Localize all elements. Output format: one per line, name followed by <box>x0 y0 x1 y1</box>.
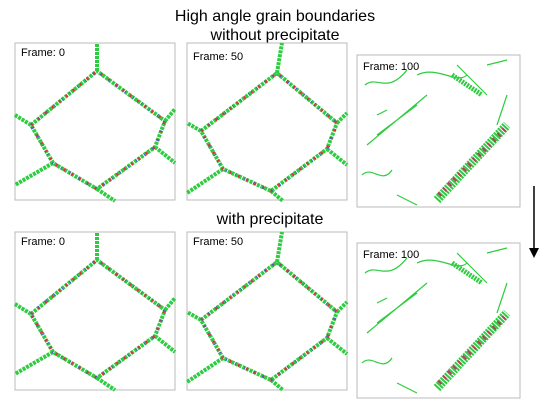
title-line: High angle grain boundaries <box>175 8 375 25</box>
frame-label: Frame: 50 <box>193 51 243 63</box>
frame-label: Frame: 100 <box>363 61 419 73</box>
panel: Frame: 50 <box>185 230 349 392</box>
panel: Frame: 100 <box>356 242 521 399</box>
panel: Frame: 100 <box>356 54 521 207</box>
arrow-head <box>529 248 539 258</box>
frame-label: Frame: 100 <box>363 249 419 261</box>
panel-frame <box>356 242 521 399</box>
frame-label: Frame: 0 <box>21 47 65 59</box>
frame-label: Frame: 50 <box>193 236 243 248</box>
panel: Frame: 0 <box>13 41 177 203</box>
panel: Frame: 0 <box>13 230 177 392</box>
title-line: without precipitate <box>210 27 340 44</box>
row-heading: with precipitate <box>216 211 324 228</box>
frame-label: Frame: 0 <box>21 236 65 248</box>
panel: Frame: 50 <box>185 41 349 203</box>
